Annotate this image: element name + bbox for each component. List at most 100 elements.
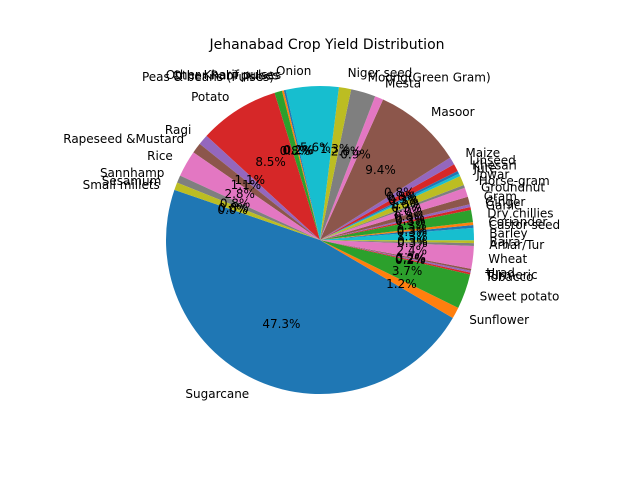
slice-label: Mesta bbox=[385, 77, 421, 91]
slice-label: Maize bbox=[465, 146, 500, 160]
pie-slice bbox=[320, 240, 471, 273]
slice-percent: 2.4% bbox=[397, 244, 428, 258]
slice-percent: 0.3% bbox=[395, 214, 426, 228]
pie-slice bbox=[320, 99, 451, 240]
slice-label: Sesamum bbox=[102, 174, 162, 188]
pie-slice bbox=[320, 240, 474, 269]
slice-percent: 0.8% bbox=[280, 144, 311, 158]
pie-slice bbox=[320, 224, 474, 240]
slice-label: Sweet potato bbox=[480, 290, 560, 304]
pie-slice bbox=[320, 207, 472, 240]
slice-percent: 0.3% bbox=[391, 201, 422, 215]
slice-percent: 0.3% bbox=[397, 236, 428, 250]
slice-label: Ginger bbox=[485, 195, 525, 209]
pie-slice bbox=[283, 89, 320, 240]
slice-label: Groundnut bbox=[481, 181, 545, 195]
slice-label: Masoor bbox=[431, 105, 475, 119]
percent-labels: 47.3%1.2%3.7%0.2%0.2%0.2%2.4%0.3%0.3%1.3… bbox=[217, 141, 427, 331]
slice-label: Moong(Green Gram) bbox=[368, 70, 491, 84]
slice-label: Jowar bbox=[475, 168, 509, 182]
pie-slice bbox=[180, 152, 320, 240]
pie-slice bbox=[320, 240, 471, 308]
pie-slice bbox=[206, 92, 320, 241]
slice-percent: 0.8% bbox=[220, 197, 251, 211]
slice-percent: 1.3% bbox=[320, 142, 351, 156]
slice-label: Coriander bbox=[488, 215, 547, 229]
slice-label: Arhar/Tur bbox=[489, 238, 544, 252]
slice-percent: 0.3% bbox=[395, 212, 426, 226]
slice-label: Khesari bbox=[472, 159, 517, 173]
slice-label: Barley bbox=[489, 227, 527, 241]
pie-slice bbox=[177, 175, 320, 240]
pie-slice bbox=[320, 240, 471, 275]
slice-percent: 1.2% bbox=[386, 277, 417, 291]
pie-slice bbox=[285, 86, 339, 241]
slice-percent: 0.8% bbox=[386, 190, 417, 204]
pie-slice bbox=[320, 87, 352, 240]
pie-slice bbox=[320, 240, 474, 244]
slice-percent: 0.3% bbox=[397, 234, 428, 248]
pie-slice bbox=[320, 209, 473, 240]
slice-label: Ragi bbox=[165, 123, 191, 137]
slice-label: Garlic bbox=[486, 198, 521, 212]
slice-label: Other Kharif pulses bbox=[166, 68, 281, 82]
slice-percent: 1.0% bbox=[390, 197, 421, 211]
pie-slice bbox=[320, 170, 459, 240]
slice-percent: 0.8% bbox=[384, 186, 415, 200]
slice-percent: 47.3% bbox=[262, 317, 300, 331]
slice-percent: 1.3% bbox=[396, 219, 427, 233]
pie-slice bbox=[320, 187, 468, 240]
slice-percent: 1.1% bbox=[231, 178, 262, 192]
chart-title: Jehanabad Crop Yield Distribution bbox=[208, 37, 444, 53]
pie-slice bbox=[281, 90, 320, 240]
slice-label: Sunflower bbox=[469, 313, 529, 327]
slice-percent: 0.0% bbox=[217, 203, 248, 217]
pie-slice bbox=[320, 222, 474, 240]
pie-slice bbox=[165, 189, 453, 395]
slice-percent: 0.3% bbox=[388, 194, 419, 208]
slice-percent: 0.2% bbox=[395, 252, 426, 266]
pie-slice bbox=[320, 173, 461, 240]
slice-percent: 0.2% bbox=[395, 253, 426, 267]
slice-percent: 0.3% bbox=[388, 192, 419, 206]
pie-slice bbox=[320, 185, 465, 240]
slice-label: Potato bbox=[191, 90, 229, 104]
pie-slice bbox=[174, 182, 320, 240]
slice-label: Rapeseed &Mustard bbox=[63, 132, 184, 146]
pie-slice bbox=[320, 96, 384, 240]
pie-slice bbox=[274, 90, 320, 240]
slice-percent: 0.2% bbox=[284, 143, 315, 157]
pie-slice bbox=[320, 240, 459, 318]
slice-percent: 5.6% bbox=[300, 141, 331, 155]
pie-slice bbox=[320, 164, 458, 240]
pie-slice bbox=[320, 204, 471, 240]
slice-percent: 1.3% bbox=[397, 229, 428, 243]
pie-slice bbox=[193, 143, 320, 240]
slice-label: Tobacco bbox=[484, 270, 533, 284]
slice-percent: 0.3% bbox=[397, 223, 428, 237]
slice-percent: 0.3% bbox=[397, 225, 428, 239]
slice-label: Horse-gram bbox=[479, 174, 550, 188]
pie-slice bbox=[320, 240, 472, 271]
slice-label: Linseed bbox=[470, 153, 516, 167]
slice-label: Sannhamp bbox=[100, 166, 164, 180]
slice-label: Urad bbox=[486, 266, 515, 280]
slice-percent: 0.2% bbox=[395, 251, 426, 265]
slice-label: Turmeric bbox=[485, 268, 538, 282]
pie-slice bbox=[320, 157, 455, 240]
category-labels: Sugarcane Sunflower Sweet potato TobaccoTur… bbox=[63, 64, 560, 401]
pie-slice bbox=[320, 89, 376, 240]
pie-slice bbox=[320, 227, 475, 241]
slice-label: Other Rabi pulses bbox=[173, 69, 280, 83]
slice-percent: 8.5% bbox=[255, 155, 286, 169]
slice-label: Wheat bbox=[488, 252, 527, 266]
slice-percent: 9.4% bbox=[365, 163, 396, 177]
pie-slice bbox=[320, 176, 464, 240]
slice-label: Castor seed bbox=[489, 218, 560, 232]
slice-label: Onion bbox=[276, 64, 311, 78]
slice-label: Peas & beans (Pulses) bbox=[142, 70, 274, 84]
slice-label: Rice bbox=[147, 149, 173, 163]
slice-label: Niger seed bbox=[348, 66, 413, 80]
slice-label: Sugarcane bbox=[185, 387, 249, 401]
slice-percent: 3.7% bbox=[392, 264, 423, 278]
